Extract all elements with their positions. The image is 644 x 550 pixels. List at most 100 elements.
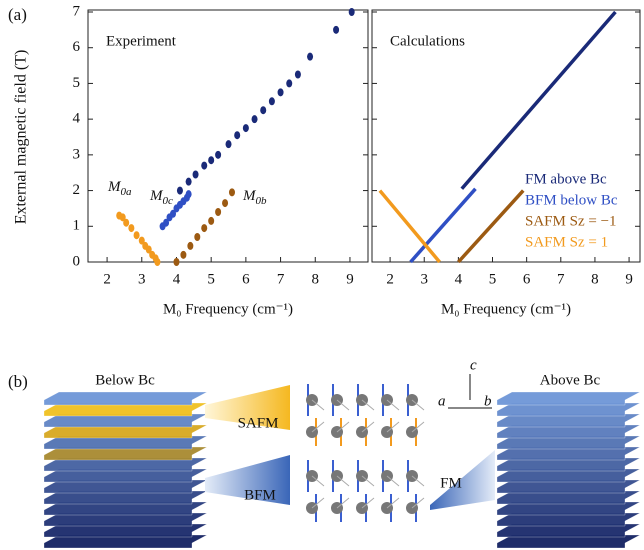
x-tick-label: 4: [173, 271, 181, 287]
x-tick-label: 8: [591, 271, 599, 287]
bond: [336, 497, 350, 509]
panel-label: (b): [8, 372, 28, 391]
bond: [411, 475, 425, 487]
data-point: [154, 258, 161, 266]
y-tick-label: 2: [73, 182, 81, 198]
plot-frame: [87, 9, 369, 263]
x-tick-label: 2: [386, 271, 394, 287]
y-tick-label: 4: [73, 111, 81, 127]
diagram-layout: [43, 374, 641, 549]
data-point: [228, 188, 235, 197]
x-tick-label: 5: [207, 271, 215, 287]
data-point: [307, 52, 314, 61]
data-point: [170, 209, 177, 218]
data-point: [242, 124, 249, 133]
data-point: [119, 213, 126, 222]
annotation-sub: 0a: [121, 186, 133, 198]
data-point: [185, 190, 192, 199]
bond: [361, 399, 375, 411]
order-label: SAFM: [238, 415, 279, 431]
bond: [411, 421, 425, 433]
plot-frame: [371, 9, 641, 263]
data-line: [457, 189, 525, 264]
bond: [311, 421, 325, 433]
x-tick-label: 3: [138, 271, 146, 287]
legend-entry: FM above Bc: [525, 171, 607, 187]
bond: [311, 475, 325, 487]
data-point: [180, 250, 187, 259]
bond: [311, 399, 325, 411]
axis-label: b: [484, 393, 492, 409]
data-point: [277, 88, 284, 97]
chart-title: Calculations: [390, 33, 465, 49]
data-line: [378, 189, 441, 264]
funnel: [205, 455, 290, 505]
data-point: [123, 218, 130, 227]
annotation: M0c: [149, 188, 173, 206]
data-point: [173, 258, 180, 266]
bond: [411, 399, 425, 411]
data-point: [251, 115, 258, 124]
data-point: [286, 79, 293, 88]
data-point: [294, 70, 301, 79]
data-point: [201, 161, 208, 170]
data-point: [163, 218, 170, 227]
data-point: [185, 177, 192, 186]
data-point: [201, 224, 208, 233]
bond: [411, 497, 425, 509]
legend-entry: SAFM Sz = 1: [525, 234, 608, 250]
data-line: [409, 187, 477, 264]
axis-label: a: [438, 393, 446, 409]
bond: [336, 421, 350, 433]
bond: [361, 475, 375, 487]
chart-title: Experiment: [106, 33, 177, 49]
x-tick-label: 7: [557, 271, 565, 287]
data-point: [128, 224, 135, 233]
order-label: BFM: [244, 487, 276, 503]
annotation-main: M: [107, 179, 122, 195]
data-point: [138, 236, 145, 245]
data-point: [215, 150, 222, 159]
x-tick-label: 9: [625, 271, 633, 287]
x-tick-label: 3: [420, 271, 428, 287]
y-tick-label: 6: [73, 39, 81, 55]
y-tick-label: 1: [73, 218, 81, 234]
x-tick-label: 6: [523, 271, 531, 287]
data-point: [145, 245, 152, 254]
bond: [386, 475, 400, 487]
legend-entry: SAFM Sz = −1: [525, 213, 617, 229]
data-point: [187, 241, 194, 250]
bond: [361, 421, 375, 433]
y-tick-label: 5: [73, 75, 81, 91]
x-tick-label: 4: [455, 271, 463, 287]
x-axis-title: M₀ Frequency (cm⁻¹): [163, 301, 293, 317]
annotation-sub: 0b: [256, 195, 268, 207]
data-point: [133, 231, 140, 240]
panel-label: (a): [8, 5, 27, 24]
y-tick-label: 7: [73, 3, 81, 19]
data-point: [268, 97, 275, 106]
funnel: [430, 450, 495, 510]
axis-label: c: [470, 357, 477, 373]
bond: [336, 475, 350, 487]
data-point: [176, 186, 183, 195]
data-point: [333, 25, 340, 34]
annotation: M0a: [107, 179, 132, 197]
bond: [361, 497, 375, 509]
layer: [43, 391, 208, 406]
x-axis-title: M₀ Frequency (cm⁻¹): [441, 301, 571, 317]
bond: [386, 399, 400, 411]
annotation-main: M: [242, 188, 257, 204]
data-point: [222, 199, 229, 208]
data-point: [215, 208, 222, 216]
order-label: FM: [440, 475, 462, 491]
data-point: [194, 233, 201, 241]
y-axis-title: External magnetic field (T): [13, 50, 30, 225]
data-point: [260, 106, 267, 115]
layer: [496, 391, 641, 406]
x-tick-label: 9: [346, 271, 354, 287]
annotation-main: M: [149, 188, 164, 204]
funnel: [205, 385, 290, 430]
annotation-sub: 0c: [163, 195, 174, 207]
